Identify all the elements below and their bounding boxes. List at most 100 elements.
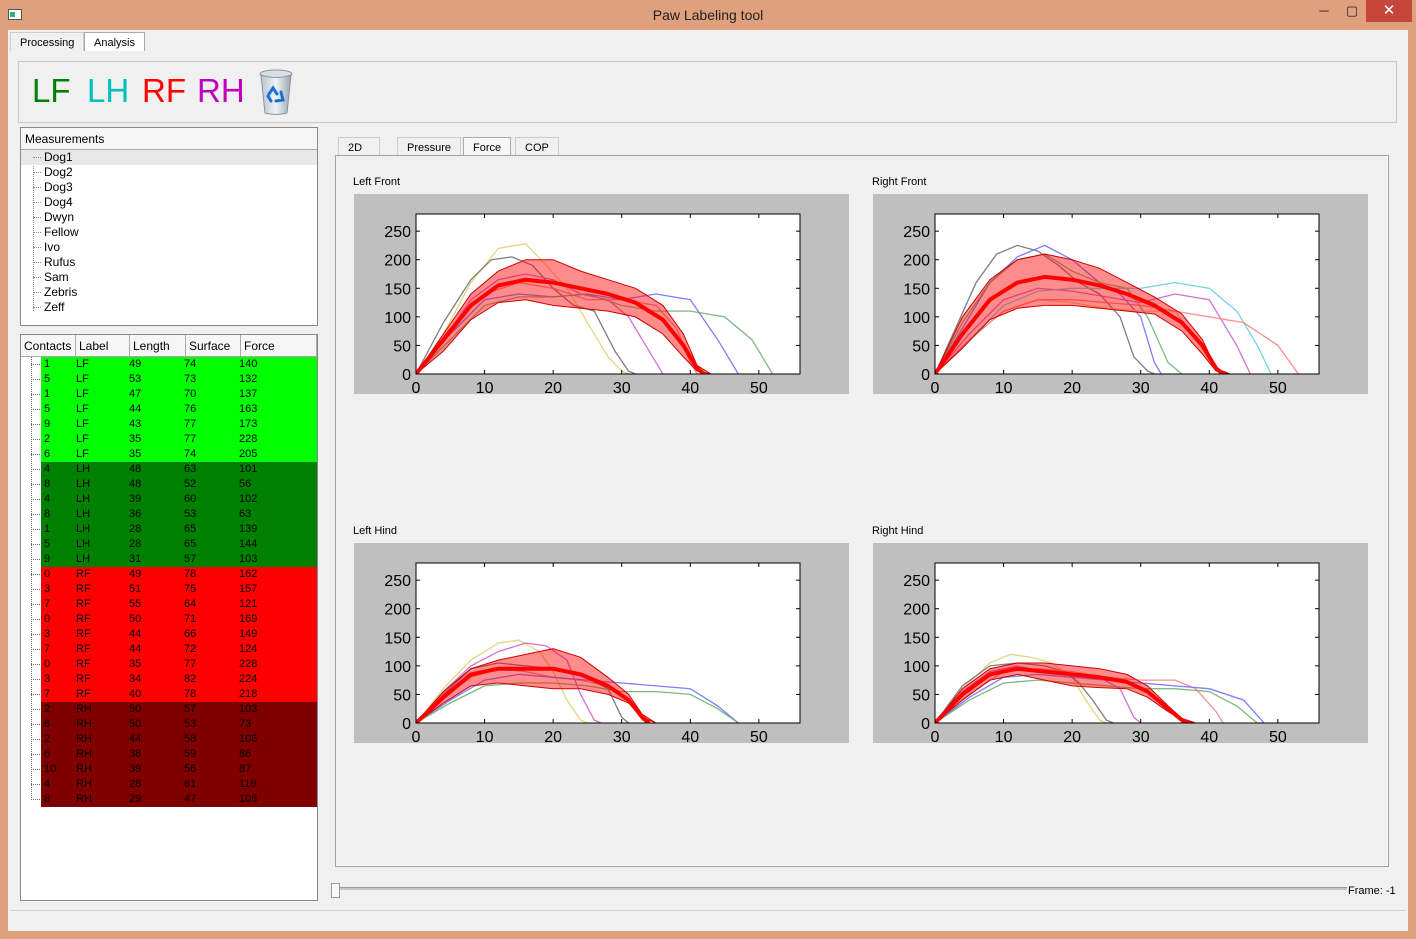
std-band — [935, 253, 1231, 374]
measurement-item[interactable]: Rufus — [21, 255, 317, 270]
measurement-item[interactable]: Sam — [21, 270, 317, 285]
column-length[interactable]: Length — [130, 335, 186, 356]
measurement-item[interactable]: Zebris — [21, 285, 317, 300]
table-cell-label: LH — [76, 553, 91, 565]
table-row[interactable]: 7 RF 40 78 218 — [41, 687, 317, 702]
table-row[interactable]: 3 RF 51 75 157 — [41, 582, 317, 597]
y-tick-label: 100 — [903, 310, 930, 327]
table-cell-length: 49 — [129, 358, 142, 370]
frame-slider-handle[interactable] — [331, 883, 340, 898]
recycle-bin-icon[interactable] — [257, 68, 295, 116]
y-tick-label: 150 — [903, 281, 930, 298]
tab-force[interactable]: Force — [463, 137, 512, 156]
column-label[interactable]: Label — [76, 335, 130, 356]
tab-pressure[interactable]: Pressure — [397, 137, 462, 156]
measurement-item[interactable]: Dog1 — [21, 150, 317, 165]
column-surface[interactable]: Surface — [186, 335, 241, 356]
measurement-item[interactable]: Fellow — [21, 225, 317, 240]
table-row[interactable]: 7 RF 44 72 124 — [41, 642, 317, 657]
table-cell-force: 106 — [239, 793, 258, 805]
table-row[interactable]: 5 LH 28 65 144 — [41, 537, 317, 552]
measurement-item[interactable]: Ivo — [21, 240, 317, 255]
paw-button-rf[interactable]: RF — [142, 72, 186, 109]
column-contacts[interactable]: Contacts — [21, 335, 76, 356]
table-cell-force: 144 — [239, 538, 258, 550]
paw-button-lh[interactable]: LH — [87, 72, 130, 109]
measurement-item[interactable]: Dwyn — [21, 210, 317, 225]
table-row[interactable]: 1 LH 28 65 139 — [41, 522, 317, 537]
paw-button-lf[interactable]: LF — [32, 72, 71, 109]
table-cell-surface: 57 — [184, 703, 197, 715]
measurement-item[interactable]: Zeff — [21, 300, 317, 315]
window-title: Paw Labeling tool — [652, 7, 764, 23]
table-row[interactable]: 5 LF 44 76 163 — [41, 402, 317, 417]
table-row[interactable]: 3 RF 44 66 149 — [41, 627, 317, 642]
measurement-item[interactable]: Dog4 — [21, 195, 317, 210]
column-force[interactable]: Force — [241, 335, 317, 356]
table-cell-length: 55 — [129, 598, 142, 610]
contacts-panel: Contacts Label Length Surface Force 1 LF 4… — [20, 334, 318, 901]
table-row[interactable]: 8 LH 48 52 56 — [41, 477, 317, 492]
measurements-header: Measurements — [21, 128, 317, 150]
table-row[interactable]: 3 RF 34 82 224 — [41, 672, 317, 687]
table-cell-surface: 70 — [184, 388, 197, 400]
table-cell-length: 39 — [129, 493, 142, 505]
table-row[interactable]: 8 LH 36 53 63 — [41, 507, 317, 522]
tab-2d-view[interactable]: 2D view — [338, 137, 380, 174]
tree-connector — [31, 784, 40, 785]
chart-right-hind: 0 10 20 30 40 50 0 50 100 150 200 250 — [903, 562, 1320, 746]
table-row[interactable]: 8 RH 29 47 106 — [41, 792, 317, 807]
table-cell-label: RF — [76, 658, 91, 670]
table-cell-length: 29 — [129, 793, 142, 805]
series-line — [416, 639, 588, 723]
table-cell-contacts: 0 — [44, 658, 51, 670]
table-row[interactable]: 6 RH 38 59 86 — [41, 747, 317, 762]
table-row[interactable]: 1 LF 49 74 140 — [41, 357, 317, 372]
table-row[interactable]: 4 LH 39 60 102 — [41, 492, 317, 507]
series-line — [416, 273, 664, 374]
paw-button-rh[interactable]: RH — [197, 72, 245, 109]
tree-connector — [31, 544, 40, 545]
table-row[interactable]: 6 RH 50 53 73 — [41, 717, 317, 732]
table-row[interactable]: 0 RF 49 78 162 — [41, 567, 317, 582]
title-bar: Paw Labeling tool ─ ▢ ✕ — [0, 0, 1416, 30]
table-cell-surface: 77 — [184, 658, 197, 670]
table-cell-surface: 52 — [184, 478, 197, 490]
table-row[interactable]: 2 LF 35 77 228 — [41, 432, 317, 447]
x-tick-label: 40 — [681, 380, 699, 394]
table-cell-surface: 57 — [184, 553, 197, 565]
x-tick-label: 0 — [412, 729, 421, 743]
table-row[interactable]: 4 LH 48 63 101 — [41, 462, 317, 477]
x-tick-label: 20 — [544, 380, 562, 394]
table-row[interactable]: 9 LH 31 57 103 — [41, 552, 317, 567]
series-line — [416, 642, 602, 723]
table-row[interactable]: 6 LF 35 74 205 — [41, 447, 317, 462]
table-row[interactable]: 2 RH 50 57 103 — [41, 702, 317, 717]
table-row[interactable]: 5 LF 53 73 132 — [41, 372, 317, 387]
tree-line — [33, 151, 34, 311]
tab-cop[interactable]: COP — [515, 137, 559, 156]
tab-analysis[interactable]: Analysis — [84, 32, 145, 51]
frame-slider-track[interactable] — [337, 887, 1347, 890]
frame-label: Frame: -1 — [1348, 885, 1396, 897]
table-row[interactable]: 7 RF 55 64 121 — [41, 597, 317, 612]
maximize-button[interactable]: ▢ — [1345, 3, 1359, 18]
table-cell-contacts: 9 — [44, 553, 51, 565]
table-cell-label: RH — [76, 763, 92, 775]
table-cell-surface: 72 — [184, 643, 197, 655]
table-row[interactable]: 4 RH 28 61 119 — [41, 777, 317, 792]
close-button[interactable]: ✕ — [1366, 0, 1412, 22]
tab-processing[interactable]: Processing — [10, 32, 85, 51]
table-cell-force: 228 — [239, 433, 258, 445]
measurement-item[interactable]: Dog3 — [21, 180, 317, 195]
table-row[interactable]: 0 RF 35 77 228 — [41, 657, 317, 672]
table-row[interactable]: 0 RF 50 71 169 — [41, 612, 317, 627]
table-row[interactable]: 9 LF 43 77 173 — [41, 417, 317, 432]
measurement-item[interactable]: Dog2 — [21, 165, 317, 180]
minimize-button[interactable]: ─ — [1319, 3, 1329, 18]
tree-connector — [31, 394, 40, 395]
table-row[interactable]: 1 LF 47 70 137 — [41, 387, 317, 402]
plot-left-hind: 0 10 20 30 40 50 0 50 100 150 200 250 — [354, 543, 849, 746]
table-row[interactable]: 2 RH 44 58 106 — [41, 732, 317, 747]
table-row[interactable]: 10 RH 39 56 87 — [41, 762, 317, 777]
